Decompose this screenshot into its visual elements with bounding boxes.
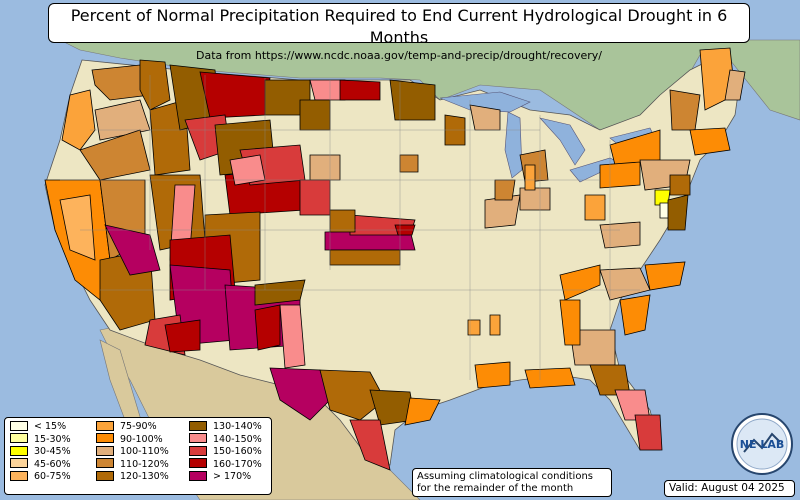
legend-swatch [96, 458, 114, 468]
legend-swatch [10, 445, 28, 456]
legend-swatch [96, 445, 114, 456]
legend-item: 130-140% [189, 420, 262, 434]
legend-swatch [96, 470, 114, 481]
title-box: Percent of Normal Precipitation Required… [48, 3, 750, 62]
legend-swatch [10, 420, 28, 431]
legend-swatch [189, 470, 207, 481]
legend-item: 150-160% [189, 445, 262, 459]
assumption-note: Assuming climatological conditions for t… [412, 468, 612, 497]
legend-swatch [189, 433, 207, 443]
map-title: Percent of Normal Precipitation Required… [70, 6, 728, 47]
note-line-2: for the remainder of the month [417, 483, 574, 494]
legend-item: 60-75% [10, 470, 71, 484]
state-borders [60, 75, 640, 380]
map-subtitle: Data from https://www.ncdc.noaa.gov/temp… [196, 49, 602, 62]
legend-item: 110-120% [96, 458, 169, 472]
legend-column-1: < 15% 15-30% 30-45% 45-60% 60-75% [10, 420, 71, 484]
legend-item: 120-130% [96, 470, 169, 484]
legend-item: < 15% [10, 420, 71, 434]
legend-column-2: 75-90% 90-100% 100-110% 110-120% 120-130… [96, 420, 169, 484]
drought-regions [44, 47, 746, 471]
legend-swatch [96, 433, 114, 443]
legend-item: 90-100% [96, 433, 169, 447]
legend-swatch [189, 420, 207, 431]
legend: < 15% 15-30% 30-45% 45-60% 60-75% 75-90%… [4, 417, 272, 495]
legend-swatch [189, 458, 207, 468]
legend-item: > 170% [189, 470, 262, 484]
legend-item: 140-150% [189, 433, 262, 447]
legend-item: 160-170% [189, 458, 262, 472]
nelab-logo-icon: NE LAB [731, 413, 793, 475]
legend-column-3: 130-140% 140-150% 150-160% 160-170% > 17… [189, 420, 262, 484]
legend-item: 15-30% [10, 433, 71, 447]
legend-item: 75-90% [96, 420, 169, 434]
great-lakes [439, 91, 656, 183]
legend-item: 100-110% [96, 445, 169, 459]
legend-swatch [96, 420, 114, 431]
legend-swatch [10, 458, 28, 468]
legend-item: 45-60% [10, 458, 71, 472]
legend-swatch [189, 445, 207, 456]
logo-text: NE LAB [740, 438, 784, 451]
valid-date: Valid: August 04 2025 [664, 480, 795, 497]
note-line-1: Assuming climatological conditions [417, 471, 593, 482]
legend-swatch [10, 470, 28, 481]
legend-swatch [10, 433, 28, 443]
legend-item: 30-45% [10, 445, 71, 459]
